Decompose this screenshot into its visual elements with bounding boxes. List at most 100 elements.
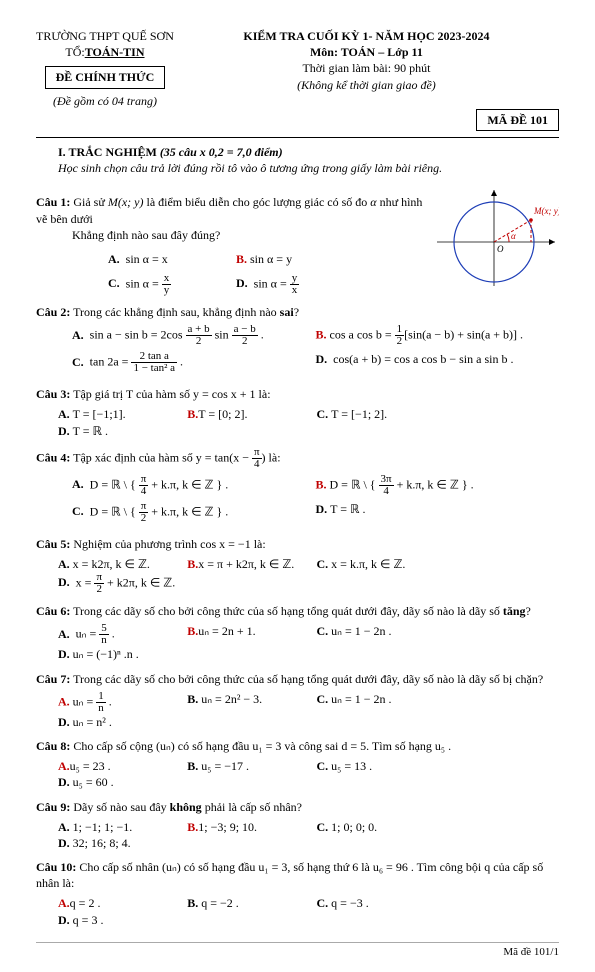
q4d-text: T = ℝ . xyxy=(330,502,365,516)
q9-t2: phải là cấp số nhân? xyxy=(202,800,302,814)
q4-label: Câu 4: xyxy=(36,450,70,464)
q8d-label: D. xyxy=(58,775,70,789)
q2-label: Câu 2: xyxy=(36,305,70,319)
q2-sai: sai xyxy=(280,305,294,319)
q2b-label: B. xyxy=(316,328,327,342)
diagram-origin: O xyxy=(497,244,504,254)
q6b-label: B. xyxy=(187,624,198,638)
q4-pi-n: π xyxy=(252,447,262,459)
question-1: Câu 1: Giả sử M(x; y) là điểm biểu diễn … xyxy=(36,186,559,296)
dept-prefix: TỔ: xyxy=(65,45,84,59)
question-4: Câu 4: Tập xác định của hàm số y = tan(x… xyxy=(36,447,559,470)
q9-khong: không xyxy=(170,800,202,814)
q3a-label: A. xyxy=(58,407,70,421)
q5-label: Câu 5: xyxy=(36,537,70,551)
school-name: TRƯỜNG THPT QUẾ SƠN xyxy=(36,28,174,44)
q6d-text: uₙ = (−1)ⁿ .n . xyxy=(73,647,139,661)
q1b-label: B. xyxy=(236,252,247,266)
q6-tang: tăng xyxy=(503,604,526,618)
q5-text: Nghiệm của phương trình cos x = −1 là: xyxy=(73,537,265,551)
q1-label: Câu 1: xyxy=(36,195,70,209)
instructions: Học sinh chọn câu trả lời đúng rồi tô và… xyxy=(58,160,559,176)
q9a-text: 1; −1; 1; −1. xyxy=(73,820,133,834)
header: TRƯỜNG THPT QUẾ SƠN TỔ:TOÁN-TIN ĐỀ CHÍNH… xyxy=(36,28,559,131)
q2-text: Trong các khẳng định sau, khẳng định nào xyxy=(73,305,280,319)
footer-right: Mã đề 101/1 xyxy=(503,945,559,960)
q9b-text: 1; −3; 9; 10. xyxy=(198,820,257,834)
footer: Mã đề 101/1 xyxy=(36,942,559,960)
q9-t1: Dãy số nào sau đây xyxy=(73,800,169,814)
q9b-label: B. xyxy=(187,820,198,834)
section-1-title: I. TRẮC NGHIỆM (35 câu x 0,2 = 7,0 điểm) xyxy=(58,144,559,160)
unit-circle-diagram: M(x; y) α O xyxy=(429,182,559,292)
q6d-label: D. xyxy=(58,647,70,661)
q10a-text: q = 2 . xyxy=(70,896,101,910)
q3d-label: D. xyxy=(58,424,70,438)
q2d-label: D. xyxy=(316,352,328,366)
q8c-label: C. xyxy=(317,759,329,773)
question-8: Câu 8: Cho cấp số cộng (uₙ) có số hạng đ… xyxy=(36,738,559,754)
q10c-label: C. xyxy=(317,896,329,910)
q1c-den: y xyxy=(162,285,172,296)
subject: Môn: TOÁN – Lớp 11 xyxy=(174,44,559,60)
q3b-label: B. xyxy=(187,407,198,421)
q1-alpha: α xyxy=(370,195,376,209)
q9c-text: 1; 0; 0; 0. xyxy=(331,820,377,834)
q9a-label: A. xyxy=(58,820,70,834)
q8-text: Cho cấp số cộng (uₙ) có số hạng đầu u₁ =… xyxy=(73,739,451,753)
q3-text: Tập giá trị T của hàm số y = cos x + 1 l… xyxy=(73,387,270,401)
q7-label: Câu 7: xyxy=(36,672,70,686)
q5d-label: D. xyxy=(58,575,70,589)
q3-label: Câu 3: xyxy=(36,387,70,401)
q4-pi-d: 4 xyxy=(252,459,262,470)
q9-label: Câu 9: xyxy=(36,800,70,814)
q7-options: A. uₙ = 1n . B.uₙ = 2n² − 3. C.uₙ = 1 − … xyxy=(58,691,559,730)
q4-options: A. D = ℝ \ { π4 + k.π, k ∈ ℤ } . B. D = … xyxy=(72,474,559,528)
q8-options: A.u₅ = 23 . B.u₅ = −17 . C.u₅ = 13 . D.u… xyxy=(58,758,559,790)
q1a-label: A. xyxy=(108,252,120,266)
q7c-label: C. xyxy=(317,692,329,706)
q10-text: Cho cấp số nhân (uₙ) có số hạng đầu u₁ =… xyxy=(36,860,543,890)
q1-line2: Khẳng định nào sau đây đúng? xyxy=(72,227,429,243)
question-10: Câu 10: Cho cấp số nhân (uₙ) có số hạng … xyxy=(36,859,559,891)
q6a-label: A. xyxy=(58,627,70,641)
q3-options: A.T = [−1;1]. B.T = [0; 2]. C.T = [−1; 2… xyxy=(58,406,559,438)
q3b-text: T = [0; 2]. xyxy=(198,407,247,421)
q7a-label: A. xyxy=(58,694,70,708)
q7d-text: uₙ = n² . xyxy=(73,715,112,729)
q3a-text: T = [−1;1]. xyxy=(73,407,126,421)
q9-options: A.1; −1; 1; −1. B.1; −3; 9; 10. C.1; 0; … xyxy=(58,819,559,851)
q5c-text: x = k.π, k ∈ ℤ. xyxy=(331,557,405,571)
q8-label: Câu 8: xyxy=(36,739,70,753)
q8a-text: u₅ = 23 . xyxy=(70,759,111,773)
q4-text1: Tập xác định của hàm số y = tan(x − xyxy=(73,450,252,464)
section-name: TRẮC NGHIỆM xyxy=(68,145,156,159)
q6-qm: ? xyxy=(526,604,531,618)
q6c-label: C. xyxy=(317,624,329,638)
exam-code-box: MÃ ĐỀ 101 xyxy=(476,109,559,131)
q10-options: A.q = 2 . B.q = −2 . C.q = −3 . D.q = 3 … xyxy=(58,895,559,927)
header-left: TRƯỜNG THPT QUẾ SƠN TỔ:TOÁN-TIN ĐỀ CHÍNH… xyxy=(36,28,174,131)
q4c-label: C. xyxy=(72,504,84,518)
q7d-label: D. xyxy=(58,715,70,729)
question-5: Câu 5: Nghiệm của phương trình cos x = −… xyxy=(36,536,559,552)
diagram-point-label: M(x; y) xyxy=(533,206,559,216)
q7a-n: 1 xyxy=(96,691,106,703)
separator xyxy=(36,137,559,138)
q2c-label: C. xyxy=(72,355,84,369)
q7c-text: uₙ = 1 − 2n . xyxy=(331,692,391,706)
q3c-text: T = [−1; 2]. xyxy=(331,407,387,421)
section-num: I. xyxy=(58,145,66,159)
q4-text2: ) là: xyxy=(262,450,281,464)
q6b-text: uₙ = 2n + 1. xyxy=(198,624,255,638)
pages-note: (Đề gồm có 04 trang) xyxy=(36,93,174,109)
q7a-d: n xyxy=(96,703,106,714)
q6a-d: n xyxy=(99,635,109,646)
question-6: Câu 6: Trong các dãy số cho bởi công thứ… xyxy=(36,603,559,619)
question-9: Câu 9: Dãy số nào sau đây không phải là … xyxy=(36,799,559,815)
q9c-label: C. xyxy=(317,820,329,834)
q6-options: A. uₙ = 5n . B.uₙ = 2n + 1. C.uₙ = 1 − 2… xyxy=(58,623,559,662)
q4a-label: A. xyxy=(72,477,84,491)
q1c-label: C. xyxy=(108,276,120,290)
q6-label: Câu 6: xyxy=(36,604,70,618)
